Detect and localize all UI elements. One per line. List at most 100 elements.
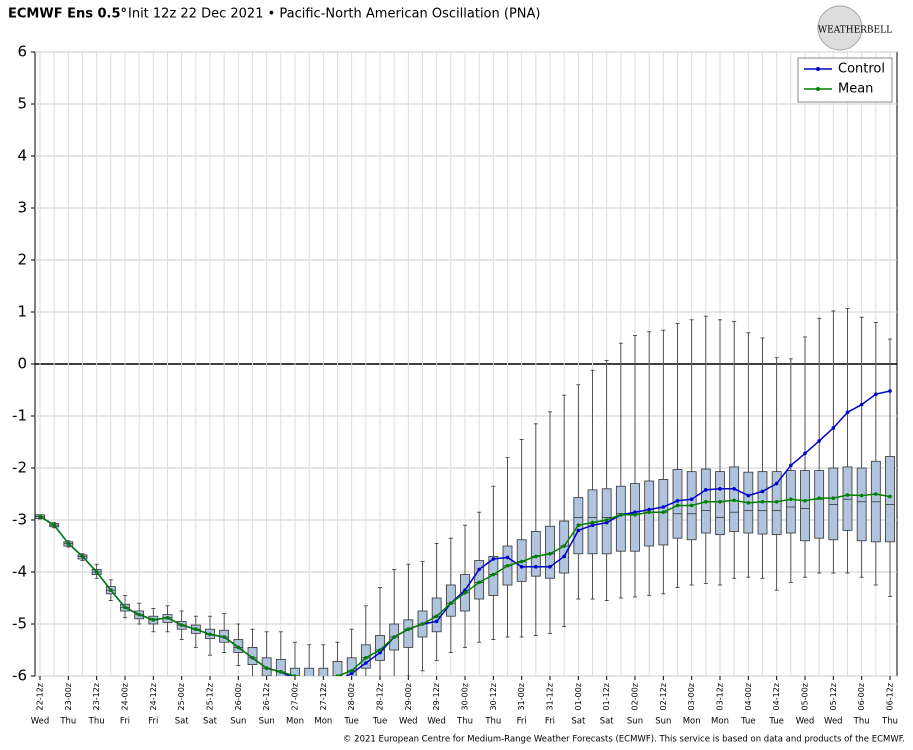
x-tick-label: 25-00z bbox=[177, 683, 186, 710]
box bbox=[290, 667, 300, 676]
y-tick-label: 1 bbox=[17, 303, 27, 321]
series-point bbox=[774, 500, 779, 504]
series-point bbox=[463, 588, 467, 592]
series-point bbox=[704, 488, 708, 492]
legend: Control Mean bbox=[797, 57, 893, 103]
x-tick-label: 01-00z bbox=[574, 683, 583, 710]
series-point bbox=[519, 559, 524, 564]
series-point bbox=[732, 498, 736, 503]
series-point bbox=[250, 656, 255, 660]
series-point bbox=[38, 514, 42, 519]
legend-marker bbox=[816, 87, 820, 91]
weekday-label: Fri bbox=[517, 717, 527, 727]
legend-label: Mean bbox=[838, 82, 873, 97]
weekday-label: Thu bbox=[484, 717, 501, 727]
x-tick-label: 04-12z bbox=[772, 683, 781, 710]
x-tick-label: 03-12z bbox=[716, 683, 725, 710]
x-tick-label: 25-12z bbox=[206, 683, 215, 710]
series-point bbox=[194, 627, 198, 631]
series-point bbox=[264, 666, 269, 670]
weekday-label: Tue bbox=[343, 717, 359, 727]
weekday-label: Sun bbox=[259, 717, 275, 727]
weekday-label: Tue bbox=[768, 717, 784, 727]
series-point bbox=[434, 619, 439, 624]
series-point bbox=[732, 487, 736, 491]
x-tick-label: 26-00z bbox=[234, 683, 243, 710]
series-point bbox=[477, 567, 481, 572]
box bbox=[630, 483, 640, 552]
weekday-label: Fri bbox=[120, 717, 130, 727]
series-point bbox=[534, 565, 538, 569]
x-tick-label: 02-00z bbox=[631, 683, 640, 710]
weekday-label: Wed bbox=[824, 717, 843, 727]
series-point bbox=[619, 513, 623, 517]
weekday-label: Mon bbox=[683, 717, 701, 727]
box bbox=[800, 470, 810, 542]
x-tick-label: 23-12z bbox=[92, 683, 101, 710]
weekday-label: Sat bbox=[600, 717, 615, 727]
series-point bbox=[789, 463, 793, 468]
y-tick-label: 2 bbox=[17, 251, 27, 269]
series-point bbox=[463, 591, 467, 595]
series-point bbox=[137, 612, 141, 617]
series-point bbox=[803, 498, 807, 503]
weekday-label: Thu bbox=[59, 717, 76, 727]
box bbox=[247, 647, 258, 665]
series-point bbox=[746, 493, 751, 498]
series-point bbox=[859, 493, 864, 498]
series-point bbox=[859, 402, 864, 407]
series-point bbox=[647, 510, 651, 514]
series-point bbox=[874, 492, 878, 496]
series-point bbox=[222, 635, 226, 639]
series-point bbox=[633, 513, 637, 517]
series-point bbox=[349, 671, 354, 676]
x-tick-label: 28-12z bbox=[376, 683, 385, 710]
weekday-label: Sat bbox=[175, 717, 190, 727]
logo-text: WEATHERBELL bbox=[818, 26, 892, 36]
box bbox=[275, 658, 286, 676]
weekday-label: Sun bbox=[655, 717, 671, 727]
box bbox=[785, 470, 796, 534]
x-tick-label: 06-00z bbox=[857, 683, 866, 710]
series-point bbox=[604, 520, 609, 525]
x-tick-label: 31-00z bbox=[517, 683, 526, 710]
series-point bbox=[236, 645, 241, 650]
series-point bbox=[279, 670, 283, 674]
series-point bbox=[647, 507, 651, 512]
x-tick-label: 03-00z bbox=[687, 683, 696, 710]
series-point bbox=[774, 481, 779, 486]
series-point bbox=[746, 501, 751, 505]
series-point bbox=[675, 503, 680, 508]
series-point bbox=[675, 498, 680, 503]
weekday-label: Wed bbox=[427, 717, 446, 727]
box bbox=[403, 619, 414, 648]
series-point bbox=[576, 528, 581, 533]
weekday-label: Thu bbox=[853, 717, 870, 727]
x-tick-label: 24-00z bbox=[121, 683, 130, 710]
y-tick-label: -5 bbox=[12, 615, 27, 633]
series-point bbox=[590, 523, 595, 527]
series-point bbox=[718, 500, 722, 504]
series-point bbox=[789, 497, 793, 502]
series-point bbox=[449, 601, 453, 605]
x-tick-label: 27-12z bbox=[319, 683, 328, 710]
series-point bbox=[803, 451, 807, 456]
x-tick-label: 01-12z bbox=[602, 683, 611, 710]
series-point bbox=[505, 563, 510, 568]
series-point bbox=[888, 494, 892, 499]
x-tick-label: 30-12z bbox=[489, 683, 498, 710]
x-tick-label: 04-00z bbox=[744, 683, 753, 710]
x-tick-label: 28-00z bbox=[347, 683, 356, 710]
series-point bbox=[689, 503, 694, 508]
series-point bbox=[123, 605, 127, 610]
series-point bbox=[434, 614, 439, 618]
series-point bbox=[548, 552, 552, 556]
series-point bbox=[80, 554, 85, 559]
series-point bbox=[817, 439, 821, 443]
logo: WEATHERBELL bbox=[817, 5, 892, 51]
y-tick-label: -2 bbox=[12, 459, 27, 477]
x-tick-label: 29-12z bbox=[432, 683, 441, 710]
series-point bbox=[364, 656, 368, 660]
weekday-label: Fri bbox=[545, 717, 555, 727]
weekday-label: Sun bbox=[627, 717, 643, 727]
